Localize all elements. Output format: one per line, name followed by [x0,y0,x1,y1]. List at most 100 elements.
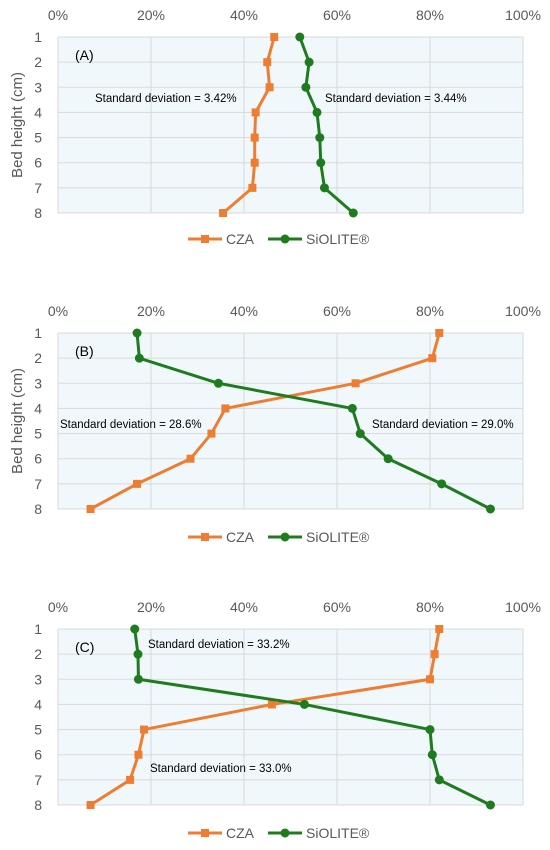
siolite-point [133,674,143,684]
std-deviation-annotation: Standard deviation = 3.42% [95,93,237,105]
siolite-point [434,775,444,785]
y-axis-label: Bed height (cm) [9,368,26,474]
y-axis-label: Bed height (cm) [9,72,26,178]
y-tick-label: 6 [34,747,42,763]
x-tick-label: 100% [505,599,541,615]
plot-area [58,37,523,213]
x-tick-label: 40% [230,7,258,23]
panel-label: (C) [75,639,94,655]
y-tick-label: 8 [34,797,42,813]
siolite-point [304,57,314,67]
cza-point [270,33,279,41]
cza-point [430,650,439,659]
cza-point [86,505,95,513]
cza-point [426,675,434,684]
cza-point [267,700,276,709]
std-deviation-annotation: Standard deviation = 29.0% [372,419,514,431]
x-tick-label: 20% [137,303,165,319]
x-tick-label: 0% [48,7,68,23]
x-tick-label: 100% [505,303,541,319]
cza-point [134,750,143,759]
y-tick-label: 5 [34,722,42,738]
y-tick-label: 1 [34,325,42,341]
cza-point [186,454,195,463]
siolite-point [130,624,140,634]
chart-panel-1: 0% 20% 40% 60% 80% 100% 1 2 3 4 5 6 7 8 Bed height (cm… [9,7,541,247]
plot-area [58,333,523,509]
legend-label-cza: CZA [226,825,255,841]
x-tick-label: 20% [137,7,165,23]
y-tick-label: 2 [34,350,42,366]
legend-marker-cza [201,533,209,541]
chart-panel-2: 0% 20% 40% 60% 80% 100% 1 2 3 4 5 6 7 8 Bed height (cm… [9,303,541,545]
siolite-point [312,107,322,117]
legend: CZA SiOLITE® [188,529,370,545]
std-deviation-annotation: Standard deviation = 28.6% [60,419,202,431]
series-line-cza [89,628,441,807]
x-tick-label: 20% [137,599,165,615]
legend-marker-siolite [280,234,290,244]
y-tick-label: 2 [34,646,42,662]
series-line-cza [222,36,276,215]
cza-point [133,479,142,488]
legend-marker-siolite [280,532,290,542]
y-tick-label: 3 [34,671,42,687]
y-tick-label: 5 [34,130,42,146]
y-tick-label: 6 [34,451,42,467]
siolite-point [301,82,311,92]
cza-point [435,329,444,337]
legend-label-siolite: SiOLITE® [306,529,370,545]
y-tick-label: 1 [34,621,42,637]
cza-point [250,158,259,167]
x-tick-label: 60% [323,599,351,615]
y-tick-label: 7 [34,772,42,788]
siolite-point [355,429,365,439]
x-tick-label: 40% [230,303,258,319]
x-tick-label: 40% [230,599,258,615]
y-tick-label: 3 [34,375,42,391]
cza-point [221,404,230,413]
cza-point [351,379,360,388]
panel-label: (A) [75,47,94,63]
siolite-point [427,750,437,760]
siolite-point [316,158,326,168]
series-line-cza [89,332,441,511]
legend: CZA SiOLITE® [188,231,370,247]
cza-point [126,775,135,784]
x-tick-label: 60% [323,7,351,23]
cza-point [265,83,274,92]
y-tick-label: 7 [34,180,42,196]
siolite-point [132,328,142,338]
x-tick-label: 0% [48,599,68,615]
legend-label-cza: CZA [226,529,255,545]
x-tick-label: 60% [323,303,351,319]
y-tick-label: 4 [34,400,42,416]
siolite-point [383,454,393,464]
y-tick-label: 2 [34,54,42,70]
y-tick-label: 8 [34,501,42,517]
x-tick-label: 80% [416,599,444,615]
chart-panel-3: 0% 20% 40% 60% 80% 100% 1 2 3 4 5 6 7 8 (C) Standard de… [34,599,541,841]
legend-label-siolite: SiOLITE® [306,231,370,247]
y-tick-label: 4 [34,696,42,712]
siolite-point [133,649,143,659]
y-tick-label: 1 [34,29,42,45]
cza-point [435,625,444,633]
siolite-point [213,378,223,388]
y-tick-label: 8 [34,205,42,221]
cza-point [86,801,95,809]
legend-marker-cza [201,235,209,243]
y-tick-label: 3 [34,79,42,95]
siolite-point [485,504,495,514]
cza-point [219,209,228,217]
x-tick-label: 100% [505,7,541,23]
legend-label-siolite: SiOLITE® [306,825,370,841]
siolite-point [319,183,329,193]
std-deviation-annotation: Standard deviation = 33.2% [148,639,290,651]
siolite-point [295,32,305,42]
y-tick-label: 7 [34,476,42,492]
legend-marker-siolite [280,828,290,838]
x-tick-label: 80% [416,303,444,319]
legend-marker-cza [201,829,209,837]
